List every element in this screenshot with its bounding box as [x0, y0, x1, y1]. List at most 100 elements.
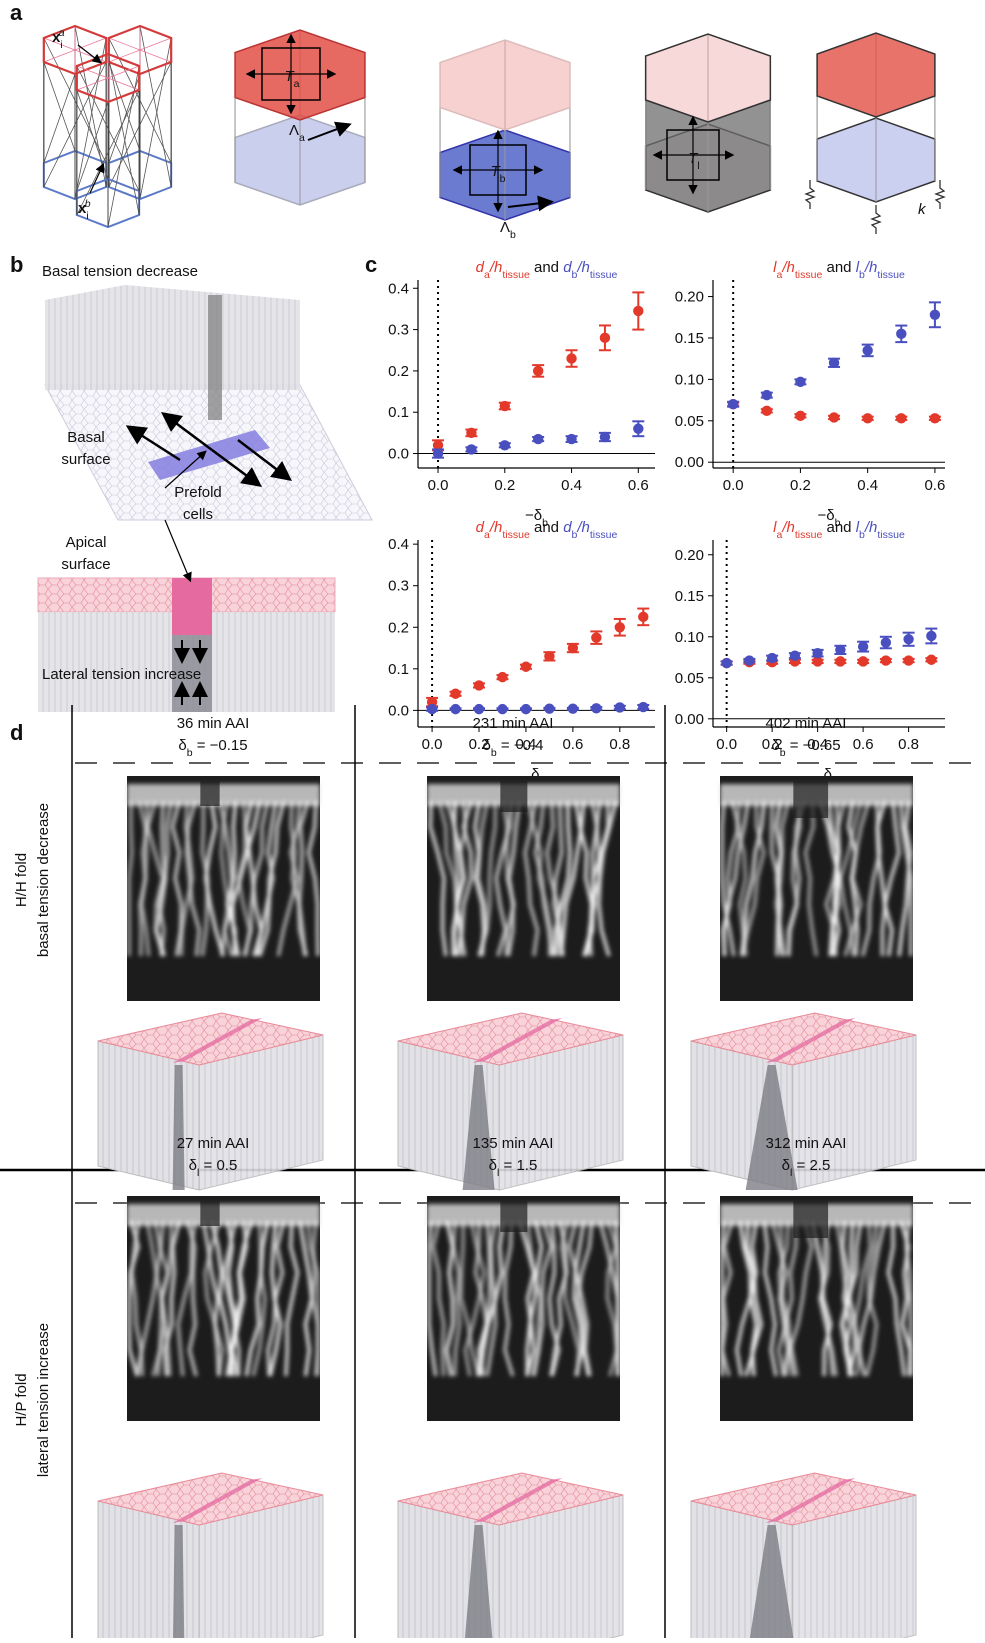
subscript: b	[491, 747, 497, 759]
micrograph-fiber	[735, 800, 748, 957]
micrograph-fiber	[787, 800, 807, 957]
diagram-label: Tl	[688, 150, 700, 172]
micrograph-signal	[720, 784, 913, 957]
time-label: 312 min AAI	[766, 1135, 847, 1152]
subscript: a	[777, 529, 783, 541]
x-axis-label: −δb	[818, 507, 841, 529]
micrograph-dip	[500, 781, 528, 812]
parameter-label: δb = −0.4	[483, 737, 544, 759]
surface-label: cells	[183, 506, 213, 523]
x-tick-label: 0.6	[853, 736, 874, 753]
subscript: b	[572, 269, 578, 281]
data-point	[835, 656, 846, 667]
data-point	[744, 655, 755, 666]
tissue-fold	[749, 1525, 795, 1643]
micrograph-fiber	[819, 1220, 835, 1377]
spring	[870, 205, 882, 234]
apical-face	[439, 39, 571, 131]
text-part: d	[563, 519, 572, 536]
data-point	[466, 427, 477, 439]
tissue-apical	[690, 1012, 917, 1066]
subscript: a	[294, 78, 300, 90]
micrograph-fiber	[547, 1220, 561, 1377]
micrograph-fiber	[284, 1220, 300, 1377]
surface-label: surface	[61, 451, 110, 468]
text-part: l	[856, 519, 860, 536]
text-part: δ	[483, 737, 491, 754]
data-point	[929, 309, 941, 320]
lateral-edge	[139, 37, 172, 200]
text-part: δ	[189, 1157, 197, 1174]
tissue-apical	[97, 1012, 324, 1066]
data-point	[499, 440, 510, 451]
text-part: /h	[864, 259, 878, 276]
data-point	[450, 703, 461, 715]
micrograph-fiber	[179, 800, 195, 957]
row-label: H/H fold	[13, 853, 30, 907]
data-point	[497, 703, 508, 715]
text-part: d	[563, 259, 572, 276]
micrograph-fiber	[228, 1220, 254, 1377]
y-tick-label: 0.15	[675, 588, 704, 605]
data-point	[727, 399, 739, 410]
time-label: 36 min AAI	[177, 715, 250, 732]
data-point	[614, 622, 626, 633]
lateral-edge	[107, 65, 140, 228]
micrograph-fiber	[899, 800, 913, 957]
tissue-apical	[690, 1472, 917, 1526]
mesh-edge	[108, 49, 141, 63]
subscript: tissue	[877, 529, 905, 541]
panel-c: 0.00.10.20.30.40.0 0.2 0.4 0.6da/htissue an…	[388, 259, 945, 788]
data-point	[857, 641, 869, 652]
lateral-edge	[76, 101, 109, 192]
lateral-edge	[74, 25, 107, 188]
text-part: l	[773, 519, 777, 536]
y-tick-label: 0.2	[388, 363, 409, 380]
panel-b: Basal tension decrease Lateral tension in…	[37, 263, 373, 712]
micrograph-fiber	[552, 800, 565, 957]
data-point	[633, 423, 644, 434]
data-point	[432, 440, 444, 451]
x-tick-label: 0.8	[898, 736, 919, 753]
time-label: 135 min AAI	[473, 1135, 554, 1152]
text-part: Λ	[500, 219, 510, 236]
micrograph-fiber	[762, 1220, 778, 1377]
data-point	[880, 637, 892, 648]
y-tick-label: 0.05	[675, 670, 704, 687]
micrograph	[427, 1196, 620, 1421]
diagram-label: xia	[52, 27, 65, 51]
micrograph-fiber	[451, 800, 468, 957]
text-part: d	[476, 259, 485, 276]
mesh-edge	[139, 49, 172, 63]
mesh-edge	[43, 49, 76, 63]
y-tick-label: 0.2	[388, 619, 409, 636]
y-tick-label: 0.4	[388, 280, 409, 297]
x-tick-label: 0.2	[469, 736, 490, 753]
micrograph-fiber	[567, 1220, 592, 1377]
text-part: /h	[489, 519, 503, 536]
micrograph-signal	[127, 1204, 320, 1377]
data-point	[544, 703, 555, 714]
micrograph-fiber	[494, 800, 514, 957]
micrograph-fiber	[552, 800, 572, 957]
lateral-edge	[43, 61, 76, 152]
micrograph-fiber	[886, 1220, 907, 1377]
y-tick-label: 0.3	[388, 322, 409, 339]
subscript: l	[197, 1167, 199, 1179]
text-part: δ	[782, 1157, 790, 1174]
micrograph-fiber	[163, 1220, 181, 1377]
micrograph-fiber	[251, 1220, 267, 1377]
data-point	[828, 412, 840, 423]
micrograph-fiber	[517, 1220, 536, 1377]
micrograph-fiber	[803, 800, 819, 957]
y-tick-label: 0.20	[675, 547, 704, 564]
wall-fold	[208, 295, 222, 420]
micrograph-fiber	[258, 800, 286, 957]
micrograph-fiber	[777, 1220, 799, 1377]
micrograph-fiber	[810, 1220, 833, 1377]
micrograph-fiber	[176, 1220, 198, 1377]
subscript: b	[835, 517, 841, 529]
data-point	[789, 650, 801, 661]
